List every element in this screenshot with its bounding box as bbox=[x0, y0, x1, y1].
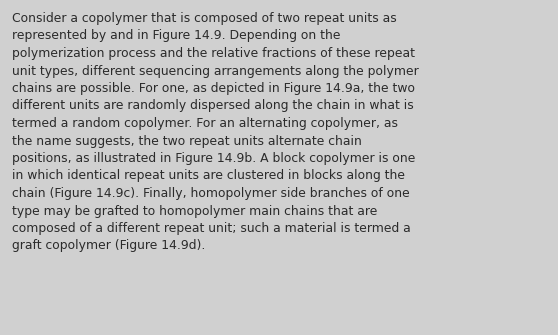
Text: Consider a copolymer that is composed of two repeat units as
represented by and : Consider a copolymer that is composed of… bbox=[12, 12, 418, 253]
